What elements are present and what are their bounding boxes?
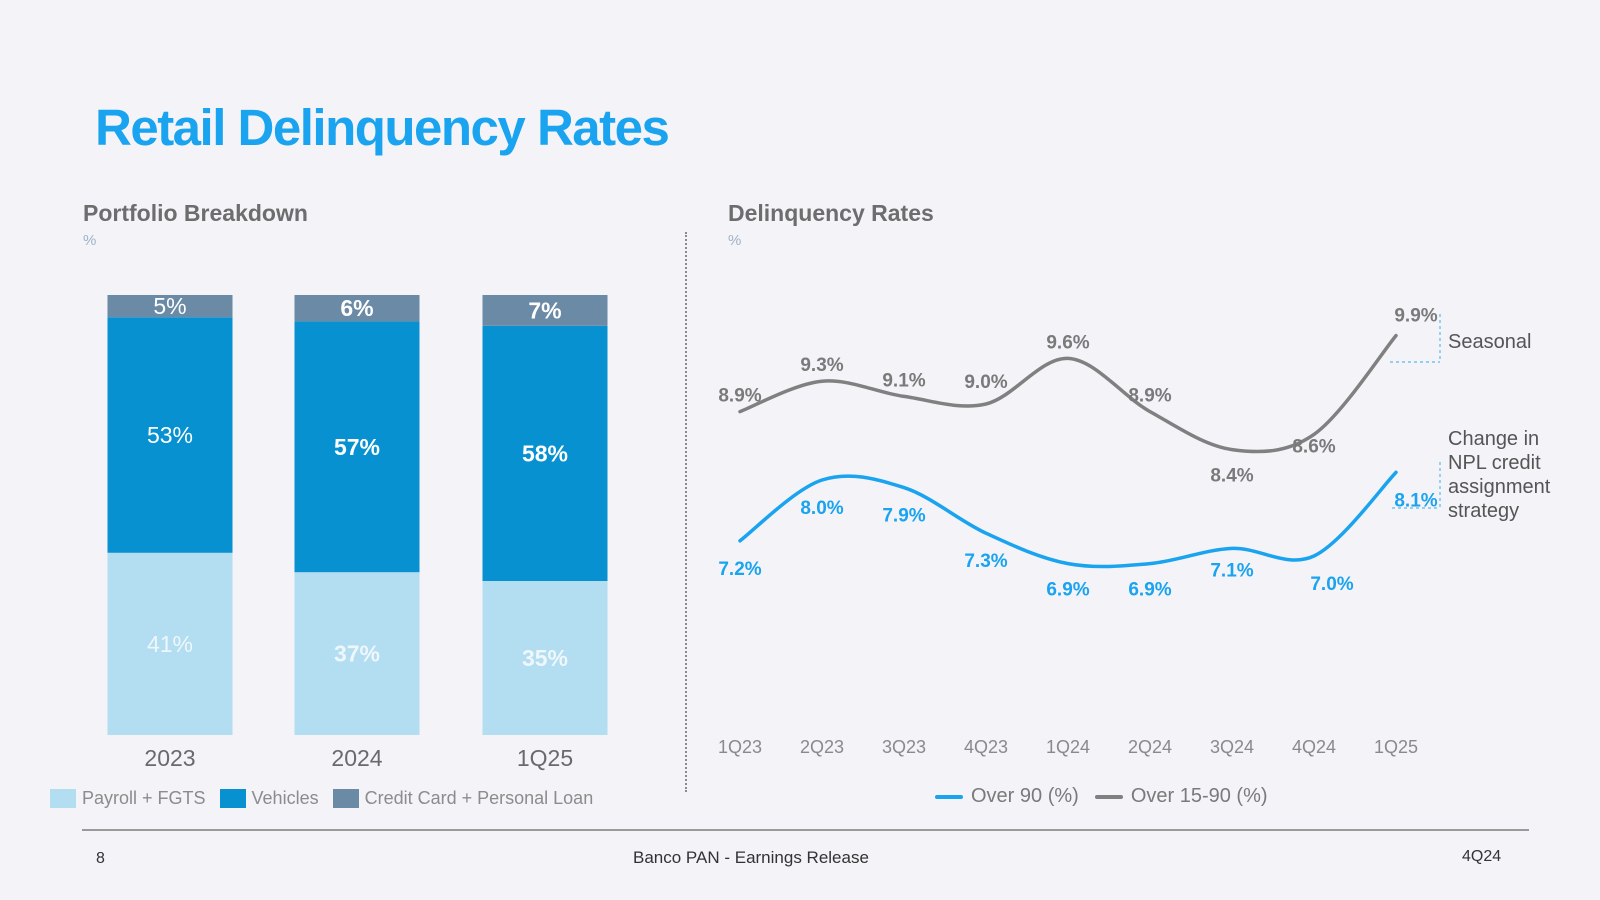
legend-item-credit-card: Credit Card + Personal Loan (332, 788, 594, 809)
footer-period: 4Q24 (1462, 848, 1502, 865)
legend-swatch-credit-card (332, 789, 359, 808)
line-over15-90 (738, 333, 1398, 454)
annotation-seasonal: Seasonal (1448, 331, 1532, 353)
x-tick-label-3q23: 3Q23 (882, 737, 926, 757)
footer-title: Banco PAN - Earnings Release (633, 848, 869, 867)
bar-label-payroll-fgts-2023: 41% (147, 631, 193, 657)
legend-swatch-over90 (935, 794, 963, 799)
x-tick-label-1q24: 1Q24 (1046, 737, 1090, 757)
bar-credit-card-personal-loan-2023 (107, 295, 233, 318)
legend-item-payroll: Payroll + FGTS (50, 788, 206, 809)
page-title: Retail Delinquency Rates (95, 99, 670, 156)
legend-label-vehicles: Vehicles (251, 788, 319, 808)
bar-category-label-1q25: 1Q25 (517, 745, 573, 771)
bar-label-credit-card-personal-loan-1q25: 7% (528, 297, 561, 323)
bar-payroll-fgts-2023 (107, 552, 233, 735)
portfolio-breakdown-title: Portfolio Breakdown (83, 200, 308, 226)
legend-label-over90: Over 90 (%) (971, 785, 1079, 807)
data-label-over15-90-1q25: 9.9% (1394, 306, 1437, 327)
line-over90 (738, 470, 1398, 569)
panel-divider (685, 232, 687, 792)
data-label-over15-90-4q23: 9.0% (964, 372, 1007, 393)
data-label-over90-3q23: 7.9% (882, 506, 925, 527)
legend-label-payroll: Payroll + FGTS (82, 788, 206, 808)
legend-swatch-payroll (50, 789, 76, 808)
bar-payroll-fgts-2024 (294, 572, 420, 735)
bar-label-payroll-fgts-2024: 37% (334, 641, 380, 667)
delinquency-legend: Over 90 (%) Over 15-90 (%) (935, 785, 1284, 808)
annotation-npl-line-2: NPL credit (1448, 452, 1541, 474)
delinquency-rates-title: Delinquency Rates (728, 200, 934, 226)
x-tick-label-1q23: 1Q23 (718, 737, 762, 757)
annotation-npl-line-4: strategy (1448, 500, 1520, 522)
x-tick-label-3q24: 3Q24 (1210, 737, 1254, 757)
bar-label-vehicles-1q25: 58% (522, 440, 568, 466)
annotation-npl-line-1: Change in (1448, 428, 1540, 450)
footer-divider (82, 829, 1529, 831)
bar-label-vehicles-2024: 57% (334, 434, 380, 460)
bar-vehicles-1q25 (482, 325, 608, 581)
legend-label-credit-card: Credit Card + Personal Loan (364, 788, 594, 808)
data-label-over90-2q24: 6.9% (1128, 580, 1171, 601)
annotation-npl-strategy: Change in NPL credit assignment strategy (1448, 427, 1550, 523)
data-label-over15-90-3q24: 8.4% (1210, 466, 1253, 487)
data-label-over15-90-2q23: 9.3% (800, 355, 843, 376)
legend-label-over15-90: Over 15-90 (%) (1130, 785, 1268, 807)
x-tick-label-2q24: 2Q24 (1128, 737, 1172, 757)
legend-item-over90: Over 90 (%) (935, 785, 1079, 808)
bar-credit-card-personal-loan-1q25 (482, 295, 608, 326)
bar-category-label-2024: 2024 (331, 745, 382, 771)
delinquency-unit-label: % (728, 232, 742, 249)
data-label-over15-90-1q23: 8.9% (718, 386, 761, 407)
data-label-over90-3q24: 7.1% (1210, 560, 1253, 581)
data-label-over15-90-2q24: 8.9% (1128, 386, 1171, 407)
bar-label-vehicles-2023: 53% (147, 422, 193, 448)
legend-swatch-over15-90 (1094, 794, 1123, 799)
data-label-over15-90-4q24: 8.6% (1292, 436, 1335, 457)
bar-vehicles-2023 (107, 317, 233, 553)
bar-label-credit-card-personal-loan-2023: 5% (153, 293, 186, 319)
legend-swatch-vehicles (219, 789, 246, 808)
bar-label-payroll-fgts-1q25: 35% (522, 645, 568, 671)
x-tick-label-2q23: 2Q23 (800, 737, 844, 757)
legend-item-over15-90: Over 15-90 (%) (1094, 785, 1268, 808)
x-tick-label-4q24: 4Q24 (1292, 737, 1336, 757)
annotation-npl-line-3: assignment (1448, 476, 1551, 498)
legend-item-vehicles: Vehicles (219, 788, 319, 809)
portfolio-legend: Payroll + FGTS Vehicles Credit Card + Pe… (50, 788, 607, 809)
bar-payroll-fgts-1q25 (482, 581, 608, 735)
bar-credit-card-personal-loan-2024 (294, 295, 420, 322)
data-label-over15-90-3q23: 9.1% (882, 370, 925, 391)
data-label-over90-1q23: 7.2% (718, 559, 761, 580)
data-label-over90-2q23: 8.0% (800, 498, 843, 519)
x-tick-label-1q25: 1Q25 (1374, 737, 1418, 757)
footer-page-number: 8 (96, 850, 105, 867)
data-label-over90-4q24: 7.0% (1310, 574, 1353, 595)
data-label-over90-1q25: 8.1% (1394, 490, 1437, 511)
bar-vehicles-2024 (294, 321, 420, 573)
portfolio-unit-label: % (83, 232, 97, 249)
bar-category-label-2023: 2023 (144, 745, 195, 771)
x-tick-label-4q23: 4Q23 (964, 737, 1008, 757)
data-label-over15-90-1q24: 9.6% (1046, 332, 1089, 353)
data-label-over90-1q24: 6.9% (1046, 580, 1089, 601)
data-label-over90-4q23: 7.3% (964, 551, 1007, 572)
bar-label-credit-card-personal-loan-2024: 6% (340, 295, 373, 321)
